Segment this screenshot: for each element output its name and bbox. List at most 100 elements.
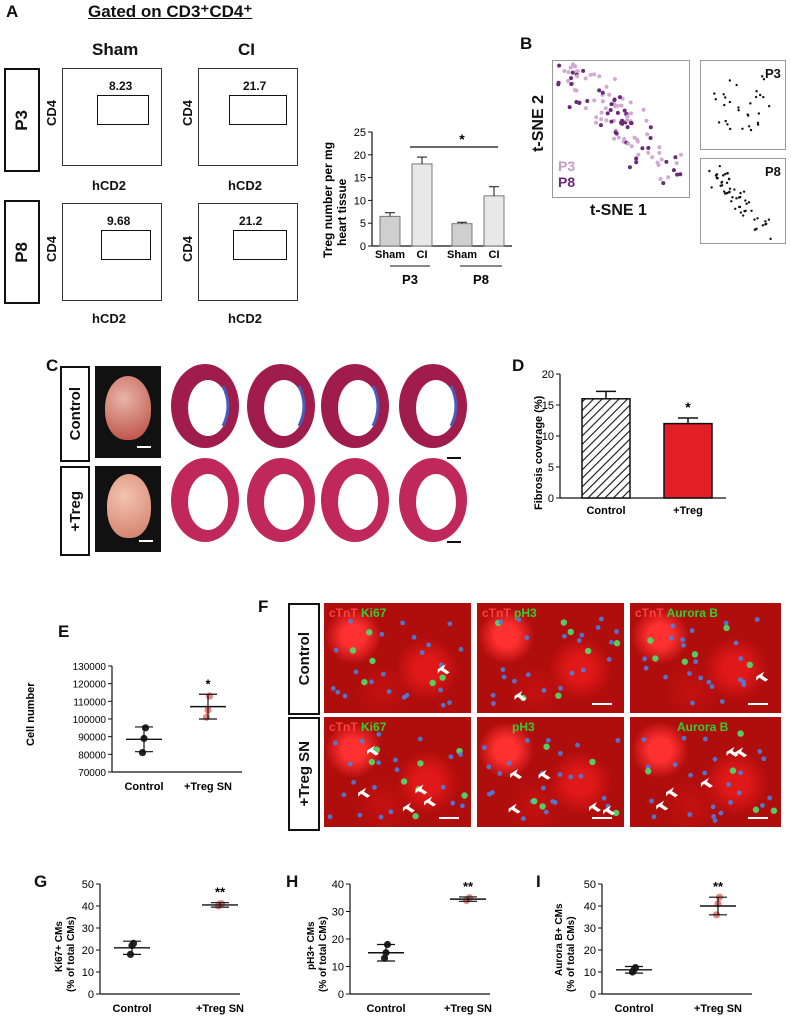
facs-p8-sham: 9.68 bbox=[62, 203, 162, 301]
tsne-point bbox=[608, 107, 613, 112]
fibrosis-region bbox=[371, 385, 380, 427]
tsne-point bbox=[664, 159, 669, 164]
tsne-point bbox=[746, 114, 750, 117]
tsne-point bbox=[600, 99, 605, 104]
tsne-point bbox=[566, 70, 571, 75]
y-tick-label: 80000 bbox=[78, 750, 106, 761]
row-treg-label: +Treg bbox=[60, 466, 90, 556]
panel-f-letter: F bbox=[258, 597, 269, 616]
tsne-xlabel: t-SNE 1 bbox=[590, 202, 647, 219]
x-tick-label: +Treg SN bbox=[184, 781, 232, 793]
tsne-point bbox=[744, 199, 747, 202]
tsne-point bbox=[657, 150, 662, 155]
tsne-point bbox=[659, 157, 664, 162]
tsne-point bbox=[650, 155, 655, 160]
tsne-point bbox=[767, 218, 771, 221]
tsne-point bbox=[592, 98, 597, 103]
tsne-point bbox=[634, 160, 639, 165]
tsne-point bbox=[738, 205, 742, 209]
scale-bar bbox=[592, 817, 612, 819]
section-lumen bbox=[188, 474, 228, 530]
tsne-point bbox=[715, 177, 719, 180]
cell-number-chart: Cell number 70000 80000 90000 100000 110000 1… bbox=[25, 662, 242, 793]
stain-marker: pH3 bbox=[514, 606, 537, 620]
tsne-point bbox=[613, 104, 618, 109]
heart-photo-control bbox=[95, 366, 161, 458]
col-sham-label: Sham bbox=[92, 40, 139, 59]
tsne-point bbox=[723, 172, 727, 176]
a-bar-group-p8: P8 bbox=[473, 272, 489, 287]
tsne-point bbox=[756, 123, 760, 126]
facs-xlabel: hCD2 bbox=[92, 178, 126, 193]
y-tick-label: 30 bbox=[82, 923, 94, 935]
tsne-point bbox=[727, 177, 731, 181]
stain-label: Aurora B bbox=[635, 720, 728, 734]
g-ylabel-2: (% of total CMs) bbox=[66, 916, 77, 992]
heart-shape bbox=[107, 474, 151, 538]
tsne-point bbox=[764, 223, 767, 226]
heart-section bbox=[247, 364, 315, 448]
tsne-point bbox=[588, 72, 593, 77]
tsne-point bbox=[622, 108, 627, 113]
panel-d-letter: D bbox=[512, 356, 525, 375]
stain-label: cTnT Aurora B bbox=[635, 606, 718, 620]
micrograph-control-ph3: cTnT pH3 bbox=[477, 603, 624, 713]
tsne-point bbox=[644, 118, 649, 123]
tsne-point bbox=[710, 186, 713, 189]
tsne-point bbox=[575, 74, 580, 79]
tsne-point bbox=[600, 90, 605, 95]
tsne-point bbox=[570, 70, 575, 75]
gate-box bbox=[229, 95, 287, 125]
data-point bbox=[465, 894, 474, 902]
facs-xlabel: hCD2 bbox=[92, 311, 126, 326]
section-lumen bbox=[416, 380, 456, 436]
tsne-point bbox=[594, 120, 599, 125]
row-control-label-f: Control bbox=[288, 603, 320, 715]
tsne-point bbox=[742, 214, 745, 217]
a-bar-ylabel: Treg number per mg bbox=[321, 142, 335, 258]
tsne-inset-p3-scatter bbox=[713, 75, 771, 132]
tsne-point bbox=[617, 95, 622, 100]
stain-marker: Aurora B bbox=[677, 720, 729, 734]
heart-section bbox=[399, 458, 467, 542]
tsne-point bbox=[648, 135, 653, 140]
stain-label: cTnT Ki67 bbox=[329, 606, 386, 620]
micrograph-treg-aurora: Aurora B bbox=[630, 717, 781, 827]
tsne-point bbox=[571, 62, 576, 67]
tsne-point bbox=[641, 107, 646, 112]
facs-ylabel: CD4 bbox=[180, 236, 195, 263]
x-tick-label: Sham bbox=[375, 249, 405, 261]
tsne-point bbox=[634, 156, 639, 161]
tsne-point bbox=[731, 196, 734, 199]
bar bbox=[451, 223, 473, 247]
heart-photo-treg bbox=[95, 466, 161, 552]
data-point bbox=[141, 724, 150, 732]
micrograph-treg-ki67: cTnT Ki67 bbox=[324, 717, 471, 827]
facs-p3-ci: 21.7 bbox=[198, 68, 298, 166]
fibrosis-region bbox=[221, 385, 230, 427]
x-tick-label: Control bbox=[124, 781, 163, 793]
stain-label: pH3 bbox=[482, 720, 535, 734]
tsne-point bbox=[557, 63, 562, 68]
tsne-point bbox=[635, 139, 640, 144]
row-treg-text: +Treg bbox=[66, 490, 84, 532]
tsne-point bbox=[764, 220, 767, 223]
tsne-point bbox=[599, 110, 604, 115]
tsne-point bbox=[625, 118, 630, 123]
row-control-text-f: Control bbox=[295, 632, 313, 686]
tsne-point bbox=[646, 146, 651, 151]
stain-ctnt: cTnT bbox=[635, 606, 664, 620]
tsne-point bbox=[597, 74, 602, 79]
tsne-point bbox=[629, 144, 634, 149]
tsne-point bbox=[628, 111, 633, 116]
tsne-point bbox=[636, 152, 641, 157]
y-tick-label: 10 bbox=[82, 967, 94, 979]
tsne-point bbox=[628, 100, 633, 105]
tsne-point bbox=[612, 136, 617, 141]
panel-a-letter: A bbox=[6, 2, 19, 21]
tsne-point bbox=[614, 131, 619, 136]
gate-box bbox=[101, 230, 151, 260]
tsne-point bbox=[767, 104, 771, 108]
tsne-point bbox=[640, 146, 645, 151]
tsne-inset-p3 bbox=[700, 60, 786, 150]
